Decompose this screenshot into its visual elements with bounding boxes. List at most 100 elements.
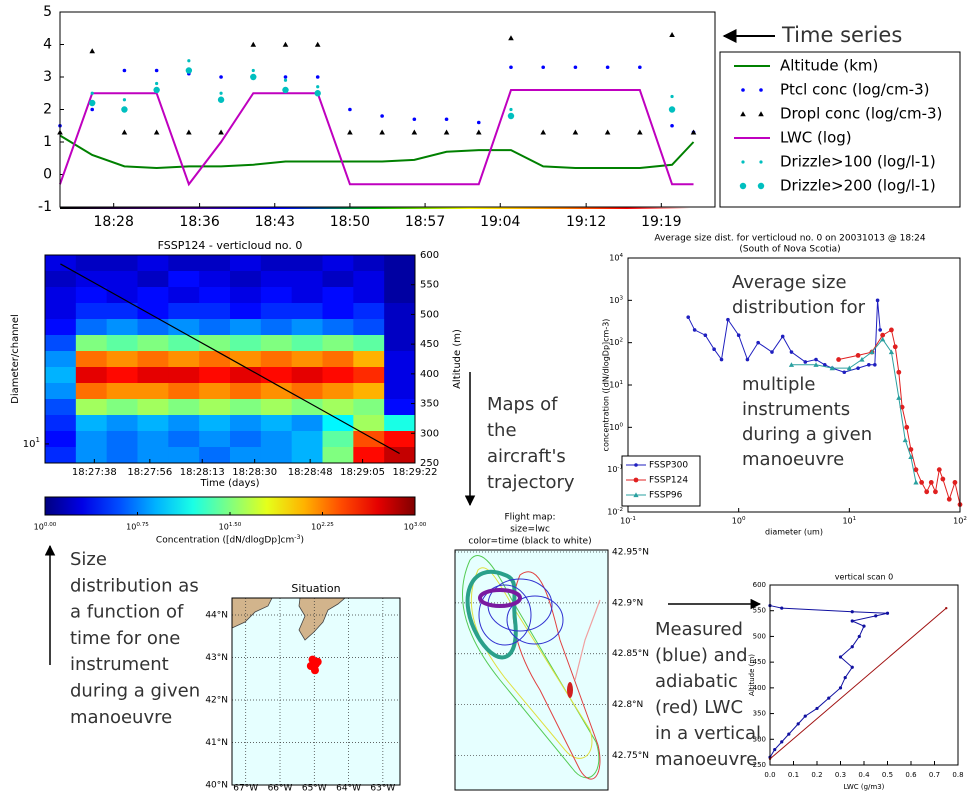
marker bbox=[509, 108, 512, 111]
heatmap-cell bbox=[168, 415, 199, 432]
heatmap-cell bbox=[168, 351, 199, 368]
heatmap-cell bbox=[230, 319, 261, 336]
annotation: Maps of bbox=[487, 394, 558, 415]
heatmap-cell bbox=[45, 383, 76, 400]
x-tick-label: 18:28:48 bbox=[288, 467, 333, 478]
heatmap-cell bbox=[353, 415, 384, 432]
marker bbox=[781, 335, 785, 339]
y-tick-label: 0 bbox=[43, 167, 52, 183]
heatmap-cell bbox=[168, 255, 199, 272]
heatmap-cell bbox=[353, 271, 384, 288]
heatmap-cell bbox=[76, 399, 107, 416]
heatmap-cell bbox=[138, 271, 169, 288]
x-tick-label: 0.2 bbox=[811, 771, 822, 779]
y-tick-label: 3 bbox=[43, 69, 52, 85]
marker bbox=[947, 497, 952, 502]
annotation: trajectory bbox=[487, 472, 575, 493]
marker bbox=[842, 370, 846, 374]
heatmap-cell bbox=[138, 255, 169, 272]
heatmap-cell bbox=[292, 319, 323, 336]
colorbar-tick-label: 100.00 bbox=[34, 522, 57, 532]
track-point bbox=[314, 658, 322, 666]
heatmap-cell bbox=[45, 287, 76, 304]
marker bbox=[856, 353, 861, 358]
annotation: during a given bbox=[70, 681, 200, 702]
heatmap-cell bbox=[384, 255, 415, 272]
marker bbox=[746, 358, 750, 362]
y-tick-label: 1 bbox=[43, 134, 52, 150]
heatmap-cell bbox=[230, 415, 261, 432]
annotation: (red) LWC bbox=[655, 697, 743, 718]
chart-title: Flight map: bbox=[504, 513, 555, 523]
y-tick-label: 100 bbox=[609, 422, 623, 432]
heatmap-cell bbox=[168, 335, 199, 352]
x-tick-label: 18:57 bbox=[405, 214, 445, 230]
annotation: instrument bbox=[70, 654, 169, 675]
x-axis-label: diameter (um) bbox=[765, 528, 823, 537]
heatmap-cell bbox=[323, 431, 354, 448]
heatmap-cell bbox=[261, 367, 292, 384]
legend-symbol bbox=[634, 463, 638, 467]
marker bbox=[477, 121, 481, 125]
heatmap-cell bbox=[323, 447, 354, 464]
marker bbox=[844, 676, 847, 679]
heatmap-cell bbox=[76, 319, 107, 336]
annotation: a function of bbox=[70, 602, 184, 623]
marker bbox=[574, 65, 578, 69]
heatmap-cell bbox=[323, 271, 354, 288]
y-tick-label: 600 bbox=[753, 581, 766, 589]
marker bbox=[670, 124, 674, 128]
heatmap-cell bbox=[45, 431, 76, 448]
heatmap-cell bbox=[323, 351, 354, 368]
chart-subtitle: color=time (black to white) bbox=[468, 537, 591, 547]
heatmap-cell bbox=[199, 255, 230, 272]
marker bbox=[219, 75, 223, 79]
y-tick-label: 10-2 bbox=[607, 507, 623, 517]
marker bbox=[804, 715, 807, 718]
legend-label: Ptcl conc (log/cm-3) bbox=[780, 81, 930, 99]
heatmap-cell bbox=[107, 255, 138, 272]
heatmap-cell bbox=[261, 255, 292, 272]
heatmap-cell bbox=[76, 303, 107, 320]
heatmap-cell bbox=[76, 383, 107, 400]
heatmap-cell bbox=[323, 335, 354, 352]
marker bbox=[787, 733, 790, 736]
marker bbox=[348, 108, 352, 112]
marker bbox=[250, 74, 256, 80]
marker bbox=[252, 69, 255, 72]
heatmap-cell bbox=[107, 431, 138, 448]
x-tick-label: 19:04 bbox=[480, 214, 520, 230]
heatmap-cell bbox=[261, 415, 292, 432]
marker bbox=[91, 92, 94, 95]
marker bbox=[924, 489, 929, 494]
x-tick-label: 18:28 bbox=[94, 214, 134, 230]
y-tick-label: 5 bbox=[43, 4, 52, 20]
marker bbox=[914, 467, 919, 472]
x-tick-label: 0.1 bbox=[788, 771, 799, 779]
marker bbox=[851, 619, 854, 622]
heatmap-cell bbox=[45, 303, 76, 320]
annotation: multiple bbox=[742, 374, 816, 395]
sea bbox=[455, 550, 608, 790]
heatmap-cell bbox=[384, 271, 415, 288]
heatmap-cell bbox=[45, 271, 76, 288]
y-tick-label: 500 bbox=[753, 632, 766, 640]
heatmap-cell bbox=[384, 415, 415, 432]
marker bbox=[797, 722, 800, 725]
heatmap-cell bbox=[353, 287, 384, 304]
x-tick-label: 0.7 bbox=[929, 771, 940, 779]
heatmap-cell bbox=[261, 271, 292, 288]
heatmap-cell bbox=[292, 415, 323, 432]
y-axis-label: Diameter/channel bbox=[10, 314, 21, 404]
plot-area bbox=[60, 12, 715, 207]
chart-subtitle: (South of Nova Scotia) bbox=[739, 245, 840, 255]
marker bbox=[773, 748, 776, 751]
marker bbox=[770, 350, 774, 354]
heatmap-cell bbox=[261, 335, 292, 352]
marker bbox=[904, 425, 909, 430]
marker bbox=[508, 113, 514, 119]
flight-track bbox=[567, 682, 573, 698]
marker bbox=[803, 360, 807, 364]
x-tick-label: 0.0 bbox=[764, 771, 775, 779]
heatmap-cell bbox=[353, 255, 384, 272]
